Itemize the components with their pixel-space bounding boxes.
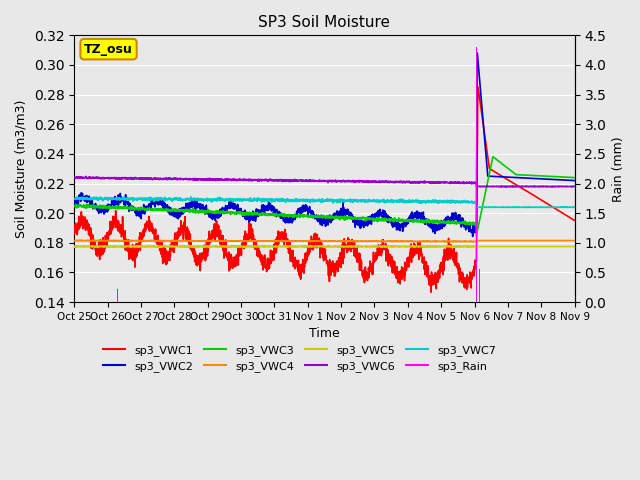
Text: TZ_osu: TZ_osu: [84, 43, 133, 56]
Legend: sp3_VWC1, sp3_VWC2, sp3_VWC3, sp3_VWC4, sp3_VWC5, sp3_VWC6, sp3_VWC7, sp3_Rain: sp3_VWC1, sp3_VWC2, sp3_VWC3, sp3_VWC4, …: [99, 340, 500, 376]
Title: SP3 Soil Moisture: SP3 Soil Moisture: [259, 15, 390, 30]
Y-axis label: Rain (mm): Rain (mm): [612, 136, 625, 202]
X-axis label: Time: Time: [309, 327, 340, 340]
Y-axis label: Soil Moisture (m3/m3): Soil Moisture (m3/m3): [15, 99, 28, 238]
